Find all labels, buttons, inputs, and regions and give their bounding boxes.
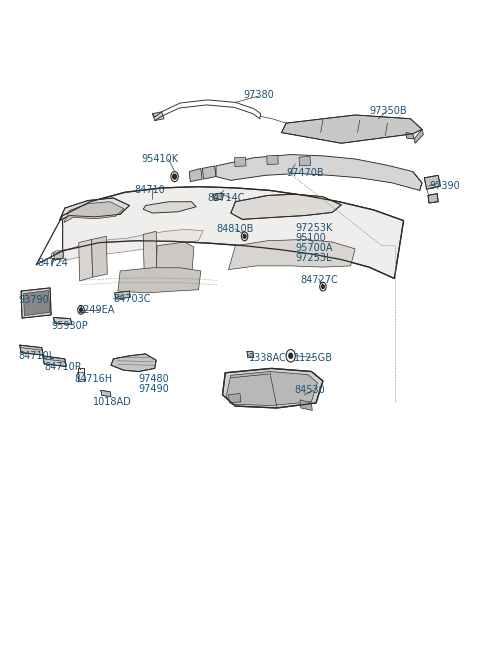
Polygon shape — [428, 194, 438, 203]
Polygon shape — [226, 371, 317, 405]
Text: 95410K: 95410K — [141, 154, 178, 164]
Polygon shape — [79, 240, 93, 281]
Polygon shape — [24, 290, 50, 316]
Polygon shape — [228, 240, 355, 270]
Polygon shape — [414, 130, 423, 143]
Polygon shape — [143, 202, 196, 213]
Polygon shape — [202, 166, 216, 179]
Text: 97470B: 97470B — [286, 168, 324, 178]
Text: 97350B: 97350B — [369, 105, 407, 115]
Circle shape — [80, 308, 83, 312]
Text: 95700A: 95700A — [295, 243, 333, 253]
Polygon shape — [223, 368, 323, 408]
Text: 1125GB: 1125GB — [294, 352, 334, 363]
Text: 97390: 97390 — [429, 181, 460, 191]
Circle shape — [322, 285, 324, 288]
Text: 84724: 84724 — [37, 258, 68, 269]
Polygon shape — [62, 187, 404, 278]
Polygon shape — [111, 354, 156, 371]
Circle shape — [289, 353, 292, 358]
Polygon shape — [424, 176, 441, 189]
Text: 97380: 97380 — [243, 90, 274, 100]
Text: 1249EA: 1249EA — [78, 305, 115, 315]
Text: 95930P: 95930P — [51, 320, 88, 331]
Polygon shape — [43, 356, 66, 367]
Polygon shape — [231, 194, 341, 219]
Polygon shape — [21, 288, 51, 318]
Text: 84710: 84710 — [134, 185, 165, 195]
Polygon shape — [216, 155, 422, 191]
Polygon shape — [20, 345, 43, 355]
Text: 95100: 95100 — [295, 233, 326, 243]
Polygon shape — [60, 198, 130, 221]
Polygon shape — [60, 229, 203, 261]
Polygon shape — [247, 351, 254, 358]
Text: 97253L: 97253L — [295, 253, 332, 263]
Polygon shape — [53, 318, 72, 324]
Text: 97253K: 97253K — [295, 223, 333, 233]
Polygon shape — [300, 400, 312, 411]
Circle shape — [173, 174, 177, 179]
Text: 1018AD: 1018AD — [93, 397, 132, 407]
Polygon shape — [213, 193, 223, 200]
Polygon shape — [299, 157, 311, 166]
Polygon shape — [118, 268, 201, 293]
Polygon shape — [234, 157, 246, 166]
Polygon shape — [115, 291, 131, 299]
Text: 84727C: 84727C — [300, 274, 337, 285]
Polygon shape — [53, 251, 64, 260]
Polygon shape — [64, 202, 124, 223]
Polygon shape — [228, 394, 241, 403]
Text: 84710R: 84710R — [44, 362, 82, 372]
Text: 97480: 97480 — [139, 374, 169, 384]
Polygon shape — [189, 168, 202, 181]
Circle shape — [243, 234, 246, 238]
Text: 1338AC: 1338AC — [249, 352, 287, 363]
Polygon shape — [92, 236, 108, 277]
Polygon shape — [156, 242, 194, 280]
Text: 84810B: 84810B — [216, 224, 253, 234]
Text: 84703C: 84703C — [113, 293, 151, 303]
Text: 97490: 97490 — [139, 384, 169, 394]
Polygon shape — [143, 231, 157, 273]
Text: 84716H: 84716H — [74, 374, 112, 384]
Polygon shape — [153, 112, 164, 121]
Polygon shape — [406, 132, 414, 139]
Text: 84710L: 84710L — [19, 352, 55, 362]
Text: 93790: 93790 — [19, 295, 49, 305]
Polygon shape — [267, 155, 278, 164]
Text: 84714C: 84714C — [208, 193, 245, 203]
Polygon shape — [101, 390, 111, 397]
Polygon shape — [281, 115, 422, 143]
Text: 84530: 84530 — [294, 385, 325, 396]
